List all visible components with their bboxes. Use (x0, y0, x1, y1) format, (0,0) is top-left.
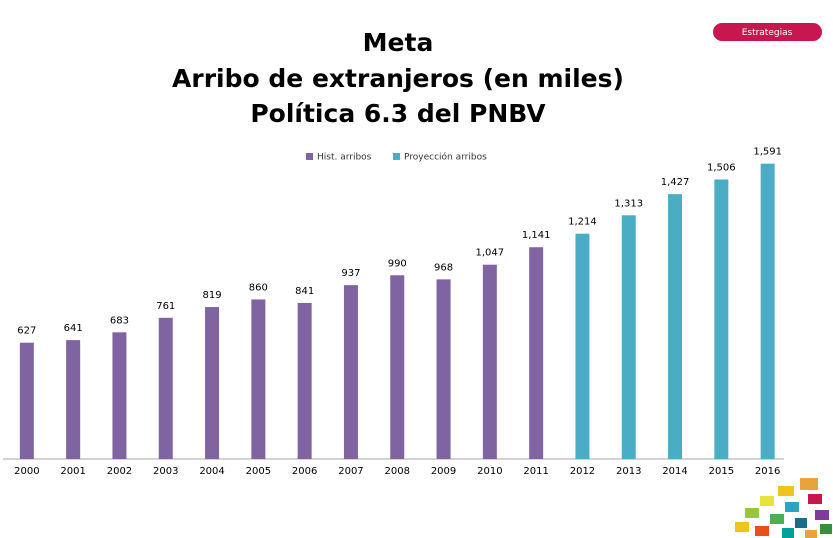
data-label: 860 (249, 282, 268, 293)
data-label: 1,047 (476, 248, 505, 259)
data-label: 683 (110, 315, 129, 326)
x-tick-label: 2005 (246, 466, 271, 477)
x-tick-label: 2012 (570, 466, 595, 477)
bar (390, 275, 405, 459)
legend-label: Hist. arribos (317, 153, 372, 163)
chart-title: Arribo de extranjeros (en miles) (172, 64, 624, 93)
data-label: 1,214 (568, 217, 597, 228)
bar (668, 194, 683, 459)
data-label: 1,427 (661, 177, 690, 188)
data-label: 841 (295, 286, 314, 297)
bar (251, 299, 266, 459)
bar (19, 342, 34, 459)
x-tick-label: 2009 (431, 466, 456, 477)
bar (529, 247, 544, 459)
x-tick-label: 2003 (153, 466, 178, 477)
data-label: 761 (156, 301, 175, 312)
bar (482, 264, 497, 459)
badge-label[interactable]: Estrategias (742, 28, 793, 38)
bar (343, 285, 358, 459)
bar (436, 279, 451, 459)
x-tick-label: 2001 (60, 466, 85, 477)
x-tick-label: 2011 (523, 466, 548, 477)
legend-label: Proyección arribos (404, 152, 487, 163)
decoration (735, 478, 832, 538)
chart-title: Política 6.3 del PNBV (250, 99, 546, 128)
data-label: 968 (434, 262, 453, 273)
data-label: 819 (203, 290, 222, 301)
x-tick-label: 2008 (385, 466, 410, 477)
data-label: 937 (341, 268, 360, 279)
x-tick-label: 2010 (477, 466, 502, 477)
badge[interactable] (713, 23, 822, 41)
x-tick-label: 2004 (199, 466, 224, 477)
bar (205, 307, 220, 459)
data-label: 641 (64, 323, 83, 334)
legend-swatch (393, 153, 400, 160)
data-label: 1,591 (753, 147, 782, 158)
data-label: 1,141 (522, 230, 551, 241)
x-tick-label: 2000 (14, 466, 39, 477)
bar (575, 233, 590, 459)
x-tick-label: 2006 (292, 466, 317, 477)
bar (714, 179, 729, 459)
x-tick-label: 2014 (662, 466, 687, 477)
data-label: 990 (388, 258, 407, 269)
bar (760, 163, 775, 459)
bar (158, 317, 173, 459)
data-label: 1,313 (614, 198, 643, 209)
x-tick-label: 2016 (755, 466, 780, 477)
x-tick-label: 2007 (338, 466, 363, 477)
legend-swatch (306, 153, 313, 160)
x-tick-label: 2002 (107, 466, 132, 477)
x-tick-label: 2015 (709, 466, 734, 477)
data-label: 1,506 (707, 162, 736, 173)
chart-title: Meta (363, 28, 434, 57)
bar (66, 340, 81, 459)
bar (621, 215, 636, 459)
bar (297, 302, 312, 459)
x-tick-label: 2013 (616, 466, 641, 477)
data-label: 627 (17, 326, 36, 337)
bar (112, 332, 127, 459)
